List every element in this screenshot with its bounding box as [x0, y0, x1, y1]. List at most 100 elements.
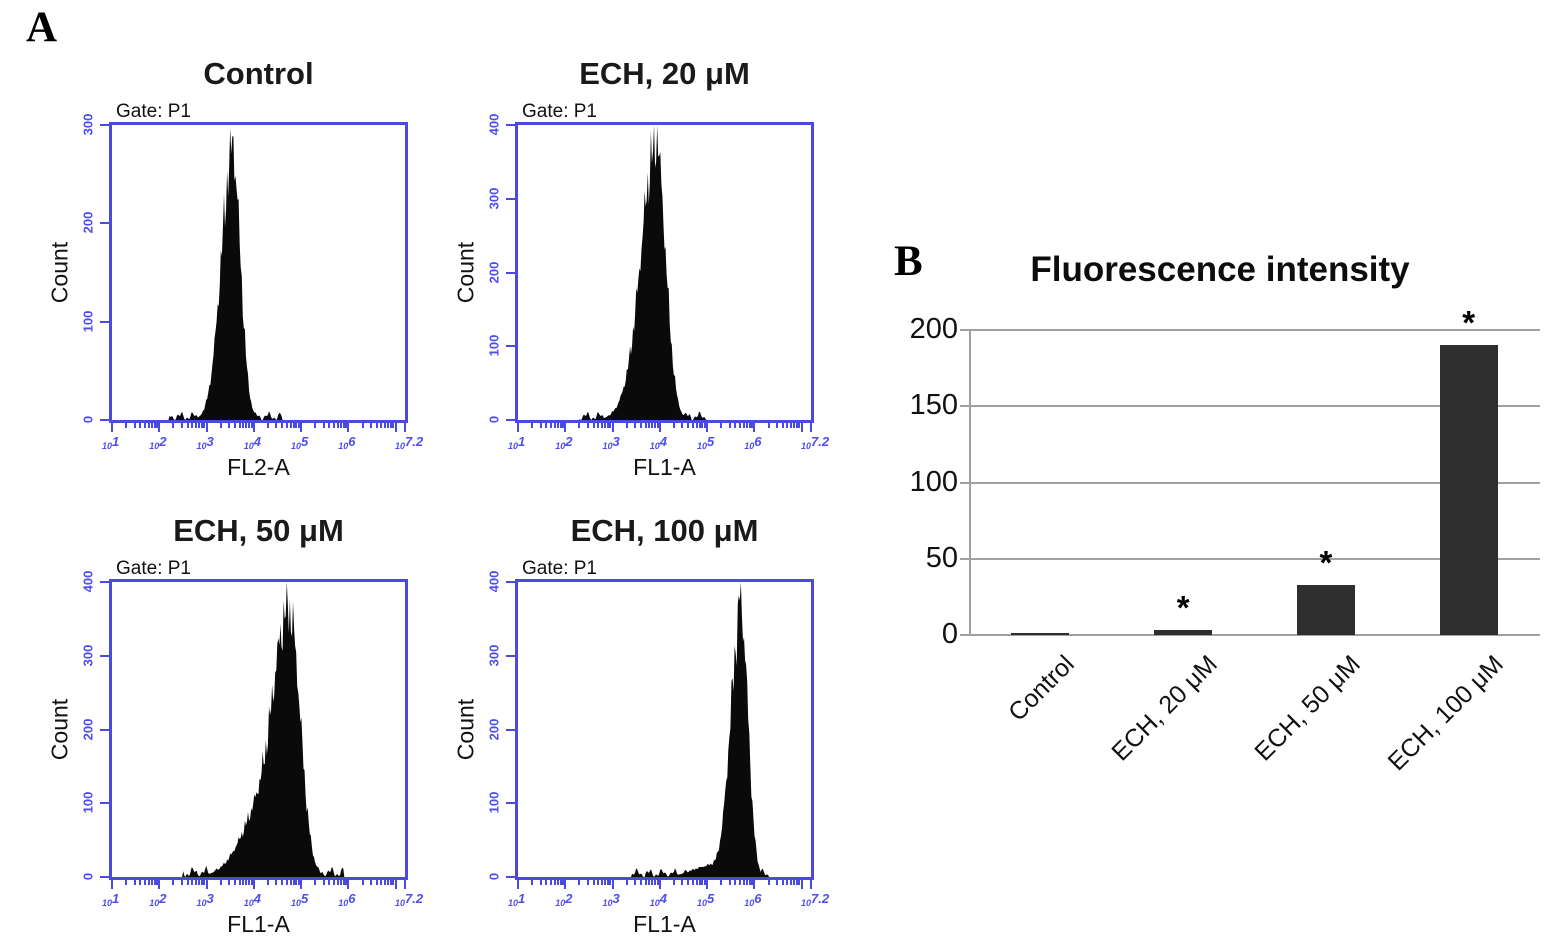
bar: [1011, 633, 1070, 635]
log-exponent: 1: [518, 434, 526, 449]
log-exponent: 2: [159, 891, 167, 906]
x-axis-major-tick: [347, 880, 350, 889]
x-axis-minor-tick: [369, 423, 372, 428]
log-exponent: 1: [518, 891, 526, 906]
x-axis-minor-tick: [233, 880, 236, 885]
x-axis-minor-tick: [634, 423, 637, 428]
x-tick-label: 106: [744, 891, 761, 911]
x-axis-minor-tick: [242, 423, 245, 428]
x-axis-minor-tick: [133, 880, 136, 885]
x-axis-minor-tick: [285, 423, 288, 428]
panel-a-label: A: [26, 4, 58, 51]
x-axis-minor-tick: [275, 880, 278, 885]
x-axis-major-tick: [205, 423, 208, 432]
log-base: 10: [395, 898, 406, 908]
x-axis-minor-tick: [295, 423, 298, 428]
x-axis-minor-tick: [339, 880, 342, 885]
gate-label: Gate: P1: [522, 101, 597, 122]
gridline: [969, 405, 1540, 408]
x-axis-minor-tick: [125, 880, 128, 885]
x-axis-major-tick: [658, 423, 661, 432]
y-axis-tick: [100, 876, 109, 878]
gate-label: Gate: P1: [116, 101, 191, 122]
histogram-curve: [518, 125, 811, 420]
log-exponent: 3: [206, 891, 214, 906]
x-axis-minor-tick: [314, 423, 317, 428]
x-tick-label: 102: [555, 891, 572, 911]
x-axis-minor-tick: [786, 880, 789, 885]
log-exponent: 3: [612, 434, 620, 449]
x-axis-minor-tick: [606, 880, 609, 885]
x-axis-minor-tick: [745, 880, 748, 885]
x-axis-minor-tick: [150, 880, 153, 885]
x-axis-minor-tick: [361, 423, 364, 428]
histogram-curve: [112, 127, 405, 420]
x-axis-minor-tick: [292, 880, 295, 885]
axis-label-count: Count: [452, 241, 479, 303]
x-tick-label: 107.2: [395, 434, 423, 454]
log-exponent: 4: [659, 891, 668, 906]
x-axis-major-tick: [753, 423, 756, 432]
x-category-label: ECH, 50 μM: [1249, 650, 1366, 767]
axis-label-count: Count: [452, 698, 479, 760]
x-axis-minor-tick: [654, 423, 657, 428]
x-axis-minor-tick: [267, 880, 269, 885]
histogram-curve: [518, 582, 811, 877]
x-axis-minor-tick: [681, 423, 684, 428]
x-axis-major-tick: [300, 880, 303, 889]
x-axis-minor-tick: [203, 423, 206, 428]
x-axis-minor-tick: [656, 423, 659, 428]
x-axis-minor-tick: [172, 423, 175, 428]
x-axis-minor-tick: [531, 423, 534, 428]
significance-asterisk: *: [1462, 304, 1476, 342]
y-tick-label: 200: [486, 718, 502, 740]
x-axis-minor-tick: [556, 880, 559, 885]
x-axis-minor-tick: [701, 880, 704, 885]
x-category-label: Control: [1003, 650, 1081, 727]
gridline: [969, 481, 1540, 484]
x-axis-minor-tick: [734, 423, 737, 428]
x-axis-minor-tick: [562, 423, 565, 428]
axis-label-count: Count: [46, 698, 73, 760]
x-tick-label: 103: [603, 434, 620, 454]
x-axis-minor-tick: [795, 880, 798, 885]
gate-label: Gate: P1: [522, 558, 597, 579]
x-axis-minor-tick: [728, 423, 731, 428]
y-axis-tick: [100, 320, 109, 323]
x-axis-minor-tick: [695, 423, 698, 428]
x-axis-minor-tick: [559, 423, 562, 428]
x-axis-minor-tick: [345, 423, 348, 428]
bar: [1439, 345, 1498, 635]
x-tick-label: 101: [102, 434, 119, 454]
x-axis-minor-tick: [592, 423, 595, 428]
x-axis-minor-tick: [289, 423, 292, 428]
x-axis-minor-tick: [793, 423, 796, 428]
x-axis-minor-tick: [639, 423, 642, 428]
x-axis-minor-tick: [751, 423, 754, 428]
x-axis-major-tick: [300, 423, 303, 432]
x-axis-major-tick: [706, 423, 709, 432]
axis-label-channel: FL2-A: [227, 454, 290, 480]
x-axis-minor-tick: [139, 423, 142, 428]
y-tick-label: 0: [486, 872, 502, 881]
x-tick-label: 105: [291, 891, 308, 911]
x-tick-label: 101: [508, 891, 525, 911]
x-axis-major-tick: [111, 423, 113, 432]
gridline: [969, 557, 1540, 560]
x-axis-minor-tick: [144, 423, 147, 428]
x-axis-minor-tick: [673, 880, 675, 885]
x-axis-minor-tick: [392, 880, 395, 885]
x-axis-major-tick: [394, 880, 397, 889]
log-base: 10: [508, 441, 519, 451]
x-axis-minor-tick: [798, 880, 801, 885]
x-axis-minor-tick: [687, 880, 690, 885]
x-tick-label: 104: [244, 434, 261, 454]
y-axis-tick: [100, 581, 109, 583]
x-axis-minor-tick: [195, 423, 198, 428]
log-base: 10: [102, 441, 113, 451]
x-axis-minor-tick: [248, 880, 251, 885]
x-axis-minor-tick: [342, 880, 345, 885]
x-axis-minor-tick: [342, 423, 345, 428]
x-axis-minor-tick: [219, 423, 222, 428]
